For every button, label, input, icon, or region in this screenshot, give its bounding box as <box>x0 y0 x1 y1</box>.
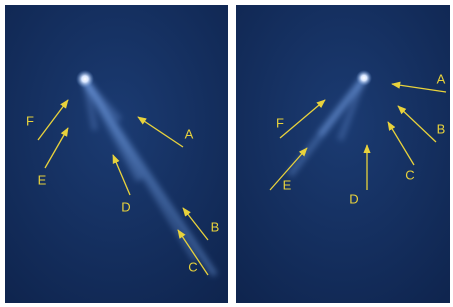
comet-head <box>76 70 94 88</box>
fragment-label: C <box>188 259 197 274</box>
fragment-label: D <box>349 191 358 206</box>
comet-head <box>356 70 372 86</box>
fragment-label: F <box>276 115 284 130</box>
fragment-label: B <box>437 121 446 136</box>
fragment-label: E <box>38 172 47 187</box>
fragment-label: D <box>121 199 130 214</box>
fragment-label: A <box>185 126 194 141</box>
fragment-label: B <box>211 219 220 234</box>
comet-image: F E A D B C A B C D E F <box>0 0 453 307</box>
fragment-label: E <box>283 177 292 192</box>
right-panel <box>236 5 450 303</box>
fragment-label: A <box>437 71 446 86</box>
fragment-label: F <box>26 113 34 128</box>
fragment-label: C <box>405 167 414 182</box>
